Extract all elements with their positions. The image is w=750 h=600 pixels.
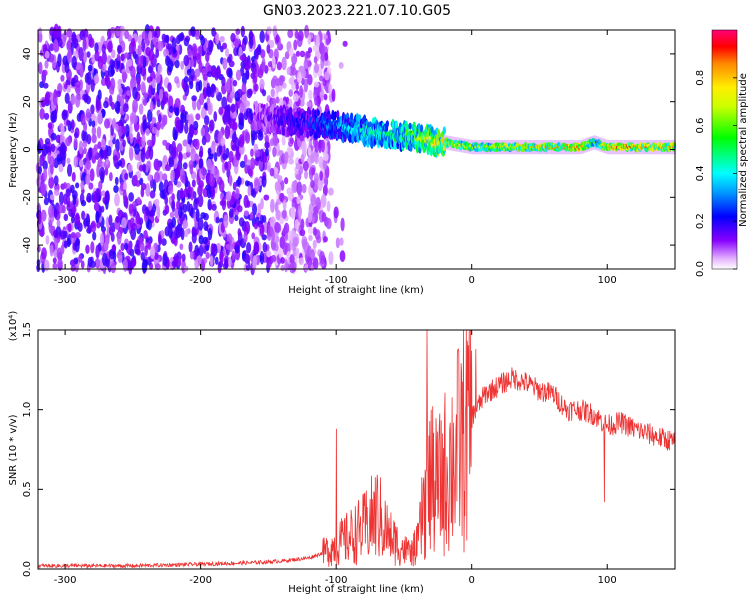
- y-tick-label: 40: [22, 48, 33, 61]
- colorbar-gradient: [712, 30, 737, 269]
- y-tick-label: 0.0: [22, 561, 33, 577]
- spectrogram-y-axis: -40 -20 0 20 40: [22, 48, 675, 253]
- snr-line: [37, 329, 675, 570]
- x-tick-label: -200: [189, 575, 212, 586]
- x-tick-label: -200: [189, 275, 212, 286]
- x-tick-label: -100: [325, 575, 348, 586]
- snr-y-label: SNR (10 * v/v): [8, 414, 19, 485]
- snr-series: [37, 329, 675, 570]
- snr-background: [38, 330, 675, 569]
- colorbar-tick-label: 0.0: [695, 261, 706, 277]
- spectrogram-ridge: [253, 100, 677, 158]
- y-tick-label: -40: [22, 237, 33, 253]
- y-tick-label: 0.5: [22, 481, 33, 497]
- spectrogram-noise: [35, 23, 348, 276]
- colorbar-tick-label: 0.2: [695, 213, 706, 229]
- spectrogram-y-label: Frequency (Hz): [8, 112, 19, 188]
- snr-x-axis: -300 -200 -100 0 100: [54, 330, 617, 586]
- colorbar-frame: [711, 29, 738, 270]
- spectrogram-x-label: Height of straight line (km): [288, 285, 424, 296]
- figure-title: GN03.2023.221.07.10.G05: [263, 3, 451, 19]
- spectrogram-x-axis: -300 -200 -100 0 100: [54, 30, 617, 286]
- colorbar: 0.0 0.2 0.4 0.6 0.8 Normalized spectral ampl…: [695, 29, 749, 277]
- x-tick-label: -300: [54, 575, 77, 586]
- snr-panel: -300 -200 -100 0 100 0.0 0.5 1.0 1.5 Height of …: [8, 311, 676, 595]
- snr-y-multiplier: (x10⁴): [8, 311, 19, 342]
- y-tick-label: 1.5: [22, 322, 33, 338]
- colorbar-ticks: 0.0 0.2 0.4 0.6 0.8: [695, 70, 737, 277]
- colorbar-tick-label: 0.4: [695, 165, 706, 181]
- colorbar-label: Normalized spectral amplitude: [738, 73, 749, 227]
- x-tick-label: 100: [598, 275, 617, 286]
- y-tick-label: 1.0: [22, 402, 33, 418]
- y-tick-label: 0: [22, 146, 33, 152]
- x-tick-label: 100: [598, 575, 617, 586]
- x-tick-label: -300: [54, 275, 77, 286]
- y-tick-label: -20: [22, 189, 33, 205]
- snr-x-label: Height of straight line (km): [288, 584, 424, 595]
- colorbar-tick-label: 0.8: [695, 70, 706, 86]
- snr-y-axis: 0.0 0.5 1.0 1.5: [22, 322, 675, 577]
- snr-frame: [37, 329, 676, 570]
- x-tick-label: 0: [469, 275, 475, 286]
- y-tick-label: 20: [22, 95, 33, 108]
- x-tick-label: 0: [469, 575, 475, 586]
- colorbar-tick-label: 0.6: [695, 118, 706, 134]
- x-tick-label: -100: [325, 275, 348, 286]
